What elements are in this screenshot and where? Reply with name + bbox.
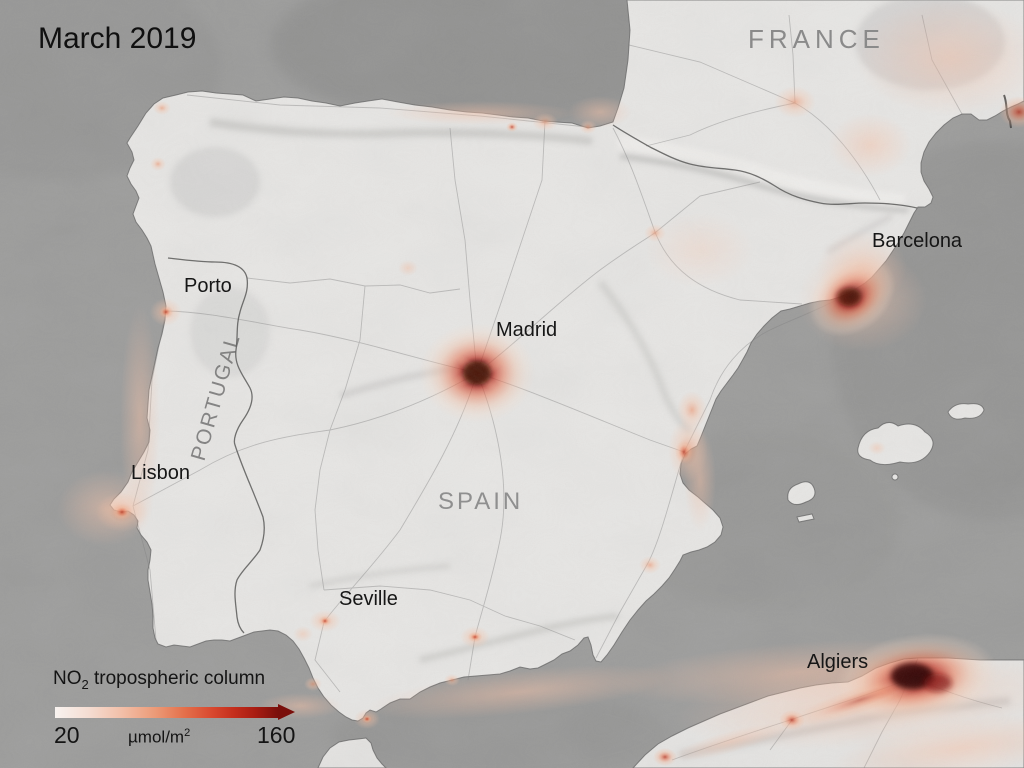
legend-min-value: 20 [54,722,80,748]
colorbar-arrow-icon [278,704,295,720]
country-label-france: FRANCE [748,24,885,54]
map-title: March 2019 [38,22,197,55]
country-label-spain: SPAIN [438,488,524,515]
city-label-lisbon: Lisbon [131,462,190,484]
legend-title: NO2 tropospheric column [53,668,265,692]
city-label-madrid: Madrid [496,319,558,341]
colorbar-gradient [55,707,278,718]
legend-unit-base: µmol/m [128,727,185,747]
city-label-seville: Seville [339,588,398,610]
legend-max-value: 160 [257,722,296,748]
city-label-algiers: Algiers [807,651,869,673]
legend-title-subscript: 2 [81,676,89,692]
city-label-porto: Porto [184,275,232,297]
legend-title-rest: tropospheric column [88,668,266,689]
legend-title-base: NO [53,668,82,689]
legend-units: µmol/m2 [128,727,190,748]
city-label-barcelona: Barcelona [872,230,963,252]
legend-unit-superscript: 2 [184,727,191,739]
